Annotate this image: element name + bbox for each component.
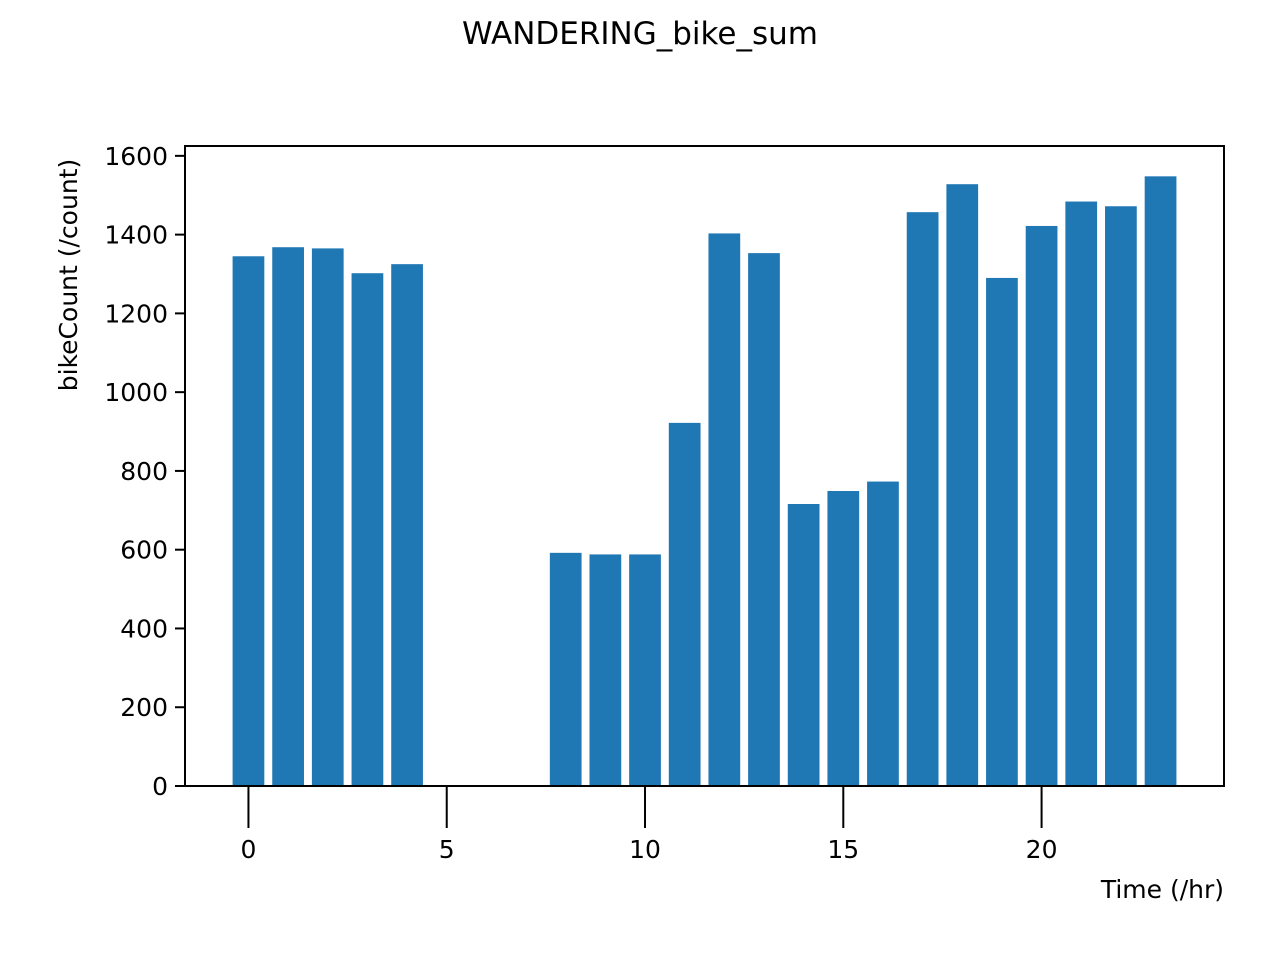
bar-hour-23 [1144,176,1177,786]
x-tick-label: 15 [827,835,859,864]
bar-hour-21 [1065,201,1098,786]
y-tick-label: 1000 [104,378,168,407]
bar-hour-2 [311,248,344,786]
x-tick-label: 0 [240,835,256,864]
x-axis: 0 5 10 15 20 [240,786,1057,864]
plot-area-frame [184,145,1225,787]
bar-hour-3 [351,273,384,787]
bar-hour-15 [827,491,860,786]
y-tick-label: 1400 [104,221,168,250]
y-axis: 0 200 400 600 800 1000 1200 1400 1600 [104,142,185,801]
bar-hour-9 [589,554,622,786]
y-tick-label: 200 [120,693,168,722]
bar-hour-18 [946,184,979,786]
y-tick-label: 600 [120,536,168,565]
bar-hour-8 [549,552,582,786]
bar-hour-10 [629,554,661,786]
bar-hour-16 [867,481,899,786]
bar-hour-20 [1025,225,1058,786]
bar-hour-0 [232,256,265,786]
bar-hour-17 [906,212,939,787]
bar-hour-4 [391,264,423,786]
bar-hour-11 [668,422,701,786]
x-tick-label: 20 [1026,835,1058,864]
y-tick-label: 1200 [104,299,168,328]
y-tick-label: 400 [120,614,168,643]
bar-hour-12 [708,233,741,786]
bars-group [232,176,1177,787]
bar-hour-1 [272,247,304,787]
bar-hour-13 [748,253,780,786]
bar-hour-19 [986,277,1018,786]
bar-hour-14 [787,504,820,786]
y-tick-label: 800 [120,457,168,486]
y-tick-label: 0 [152,772,168,801]
y-tick-label: 1600 [104,142,168,171]
x-tick-label: 10 [629,835,661,864]
x-tick-label: 5 [439,835,455,864]
x-axis-label: Time (/hr) [1100,875,1224,904]
y-axis-label: bikeCount (/count) [54,159,83,391]
bar-hour-22 [1105,206,1137,786]
chart-title: WANDERING_bike_sum [462,16,818,52]
